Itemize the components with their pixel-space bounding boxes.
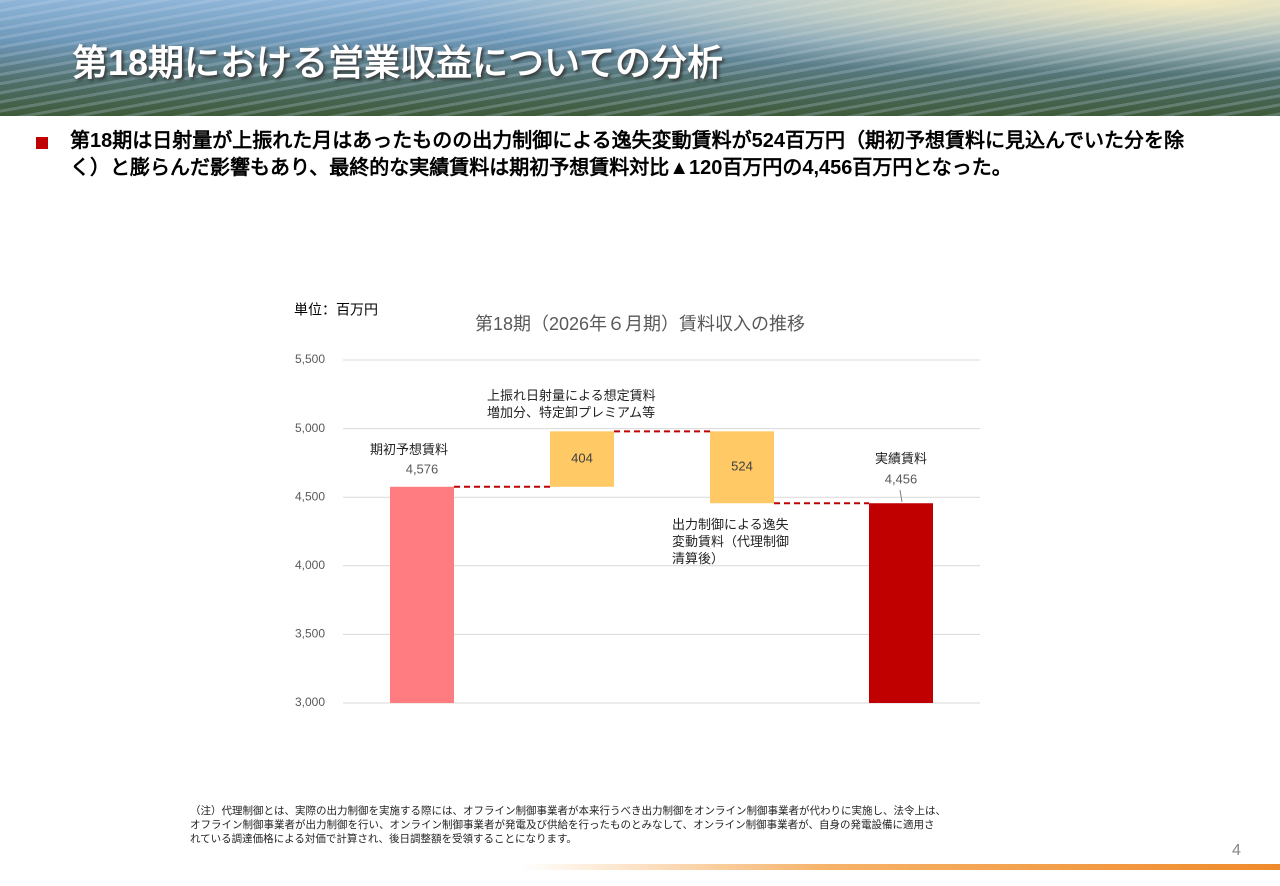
y-tick-label: 5,500 [295,352,325,366]
value-label: 404 [571,450,593,465]
banner [0,0,1280,116]
y-tick-label: 4,500 [295,489,325,503]
footer-line [520,864,1280,870]
leader-line [899,489,903,503]
bar [869,503,933,703]
value-label: 4,456 [885,471,918,486]
unit-label: 単位：百万円 [294,302,378,318]
slide-title: 第18期における営業収益についての分析 [72,42,723,83]
value-label: 524 [731,459,753,474]
y-tick-label: 4,000 [295,558,325,572]
footnote: （注）代理制御とは、実際の出力制御を実施する際には、オフライン制御事業者が本来行… [190,804,946,846]
category-label: 出力制御による逸失 変動賃料（代理制御 清算後） [672,517,790,566]
bar [390,486,454,703]
category-label: 実績賃料 [874,451,927,466]
y-tick-label: 3,500 [295,627,325,641]
footnote-line: （注）代理制御とは、実際の出力制御を実施する際には、オフライン制御事業者が本来行… [190,805,946,817]
category-label: 上振れ日射量による想定賃料 増加分、特定卸プレミアム等 [487,388,656,420]
page-number: 4 [1232,842,1241,859]
y-tick-label: 5,000 [295,421,325,435]
bullet-marker [36,137,48,149]
footnote-line: オフライン制御事業者が出力制御を行い、オンライン制御事業者が発電及び供給を行った… [190,819,935,831]
bullet-text: 第18期は日射量が上振れた月はあったものの出力制御による逸失変動賃料が524百万… [70,130,1185,179]
category-label: 期初予想賃料 [369,442,448,457]
chart-title: 第18期（2026年６月期）賃料収入の推移 [475,314,805,334]
bar [550,431,614,487]
y-tick-label: 3,000 [295,695,325,709]
value-label: 4,576 [406,461,439,476]
footnote-line: れている調達価格による対価で計算され、後日調整額を受領することになります。 [190,833,577,845]
bar [710,431,774,504]
